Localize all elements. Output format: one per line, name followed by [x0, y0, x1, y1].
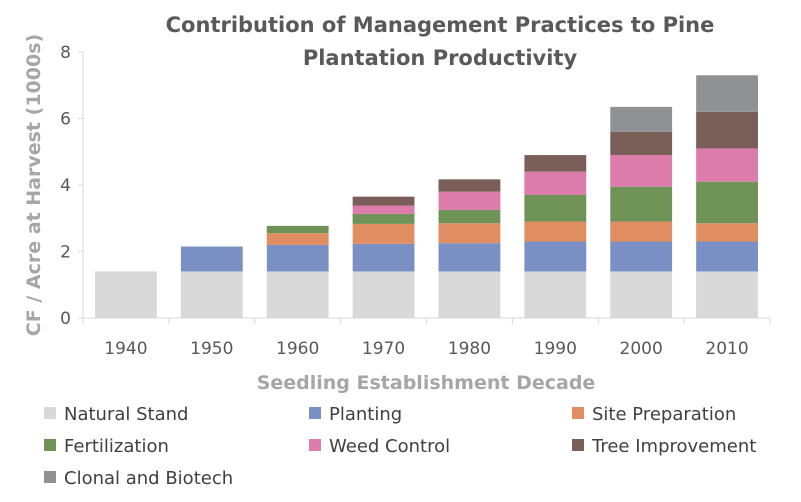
- bar-site-preparation-1990: [524, 221, 587, 242]
- bar-stack-2000: [610, 106, 673, 318]
- legend-item-clonal-and-biotech: Clonal and Biotech: [44, 468, 233, 489]
- x-tick-label: 1980: [448, 339, 491, 359]
- bar-planting-1990: [524, 241, 587, 272]
- bar-tree-improvement-2010: [696, 111, 758, 149]
- legend-label: Clonal and Biotech: [64, 468, 233, 489]
- legend-item-site-preparation: Site Preparation: [572, 404, 736, 425]
- x-axis-title: Seedling Establishment Decade: [257, 372, 596, 394]
- bar-site-preparation-1980: [438, 223, 501, 244]
- bar-planting-1980: [438, 243, 501, 272]
- y-tick-label: 2: [60, 243, 71, 263]
- bar-planting-1970: [352, 243, 415, 272]
- chart-title-line-2: Plantation Productivity: [303, 46, 578, 70]
- bar-natural-stand-1950: [180, 271, 243, 318]
- chart-title: Contribution of Management Practices to …: [166, 13, 715, 70]
- bar-planting-1960: [266, 244, 329, 272]
- bar-site-preparation-1960: [266, 233, 329, 245]
- legend-swatch: [572, 407, 584, 419]
- bar-tree-improvement-2000: [610, 131, 673, 156]
- bar-weed-control-1980: [438, 191, 501, 210]
- x-tick-label: 1950: [190, 339, 233, 359]
- plot-area: 0 2 4 6 8 1940 1950 1960 1970 1980 1990 2000 2010: [60, 43, 771, 359]
- bar-planting-2000: [610, 241, 673, 272]
- legend-item-planting: Planting: [309, 404, 402, 425]
- legend-swatch: [309, 407, 321, 419]
- legend-item-weed-control: Weed Control: [309, 436, 450, 457]
- bar-site-preparation-2000: [610, 221, 673, 242]
- bar-clonal-and-biotech-2000: [610, 106, 673, 132]
- x-tick-label: 2000: [620, 339, 663, 359]
- y-axis-title: CF / Acre at Harvest (1000s): [23, 34, 45, 336]
- bar-natural-stand-1990: [524, 271, 587, 318]
- bar-stack-1990: [524, 155, 587, 318]
- legend-swatch: [572, 439, 584, 451]
- legend-swatch: [309, 439, 321, 451]
- legend-label: Natural Stand: [64, 404, 188, 425]
- bar-weed-control-1970: [352, 205, 415, 214]
- bar-natural-stand-1970: [352, 271, 415, 318]
- x-tick-label: 1990: [534, 339, 577, 359]
- bar-stack-2010: [696, 75, 758, 318]
- legend-label: Planting: [329, 404, 402, 425]
- bar-natural-stand-1980: [438, 271, 501, 318]
- y-tick-label: 4: [60, 176, 71, 196]
- x-tick-label: 2010: [705, 339, 748, 359]
- x-tick-label: 1940: [104, 339, 147, 359]
- bar-tree-improvement-1980: [438, 179, 501, 192]
- bar-natural-stand-2000: [610, 271, 673, 318]
- bar-fertilization-2010: [696, 181, 758, 224]
- bar-stack-1980: [438, 179, 501, 318]
- bar-clonal-and-biotech-2010: [696, 75, 758, 112]
- bar-stack-1940: [95, 271, 157, 318]
- bar-stack-1970: [352, 196, 415, 318]
- bar-stack-1960: [266, 225, 329, 318]
- bar-weed-control-1990: [524, 171, 587, 195]
- bar-fertilization-1990: [524, 194, 587, 222]
- bar-fertilization-1960: [266, 225, 329, 234]
- bar-site-preparation-1970: [352, 223, 415, 244]
- legend-label: Tree Improvement: [591, 436, 756, 457]
- legend-item-fertilization: Fertilization: [44, 436, 169, 457]
- bar-weed-control-2000: [610, 155, 673, 187]
- y-tick-label: 6: [60, 110, 71, 130]
- bar-site-preparation-2010: [696, 223, 758, 242]
- y-tick-label: 8: [60, 43, 71, 63]
- bar-weed-control-2010: [696, 148, 758, 182]
- legend-label: Site Preparation: [592, 404, 736, 425]
- legend-label: Fertilization: [64, 436, 169, 457]
- bar-planting-2010: [696, 241, 758, 272]
- bar-natural-stand-1960: [266, 271, 329, 318]
- legend: Natural Stand Planting Site Preparation Fer…: [44, 404, 756, 489]
- legend-swatch: [44, 439, 56, 451]
- legend-item-natural-stand: Natural Stand: [44, 404, 188, 425]
- y-tick-label: 0: [60, 309, 71, 329]
- bar-natural-stand-1940: [95, 271, 157, 318]
- legend-label: Weed Control: [329, 436, 450, 457]
- bar-planting-1950: [180, 246, 243, 272]
- bar-fertilization-1970: [352, 213, 415, 224]
- chart-title-line-1: Contribution of Management Practices to …: [166, 13, 715, 37]
- legend-swatch: [44, 471, 56, 483]
- legend-swatch: [44, 407, 56, 419]
- bar-tree-improvement-1970: [352, 196, 415, 206]
- bar-fertilization-1980: [438, 209, 501, 224]
- bar-natural-stand-2010: [696, 271, 758, 318]
- legend-item-tree-improvement: Tree Improvement: [572, 436, 756, 457]
- bar-stack-1950: [180, 246, 243, 318]
- x-tick-label: 1970: [362, 339, 405, 359]
- x-tick-label: 1960: [276, 339, 319, 359]
- bar-tree-improvement-1990: [524, 155, 587, 172]
- bar-fertilization-2000: [610, 186, 673, 222]
